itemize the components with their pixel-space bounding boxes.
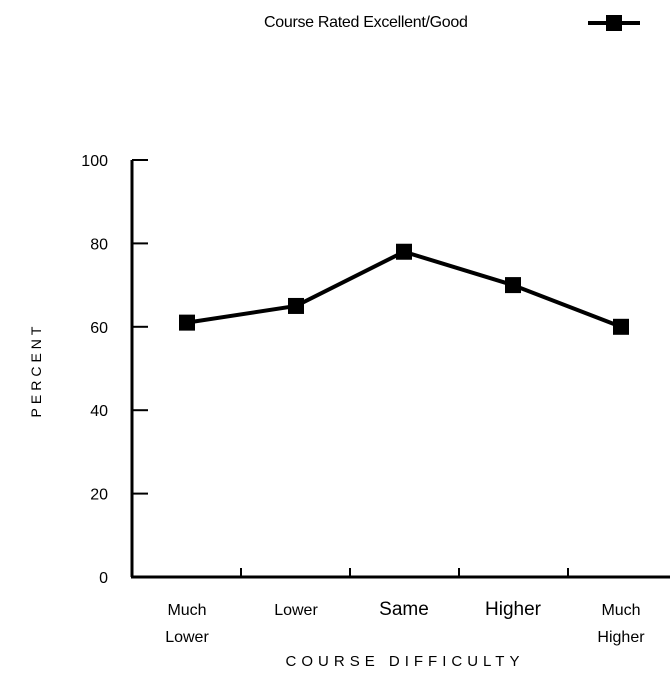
legend-label: Course Rated Excellent/Good [264,14,468,31]
x-tick-label: Higher [485,599,542,620]
series-group [179,243,629,335]
y-tick-label: 20 [90,487,108,504]
data-point [613,318,629,335]
y-tick-label: 60 [90,320,108,337]
y-tick-label: 40 [90,403,108,420]
x-ticks: Much Lower Lower Same Higher Much Higher [165,568,645,646]
x-tick-label: Same [379,599,429,620]
axes [130,160,670,579]
data-point [288,297,304,314]
x-tick-label: Lower [274,602,318,619]
y-tick-label: 0 [99,570,108,587]
legend-square [606,15,622,31]
y-ticks: 0 20 40 60 80 100 [81,153,148,587]
data-point [396,243,412,260]
x-axis-label: COURSE DIFFICULTY [285,653,525,670]
y-tick-label: 100 [81,153,108,170]
series-line [186,249,622,329]
x-tick-label: Much Lower [165,602,209,646]
data-point [505,277,521,294]
y-tick-label: 80 [90,236,108,253]
legend-marker [588,15,640,31]
x-tick-label: Much Higher [597,602,645,646]
data-point [179,314,195,331]
